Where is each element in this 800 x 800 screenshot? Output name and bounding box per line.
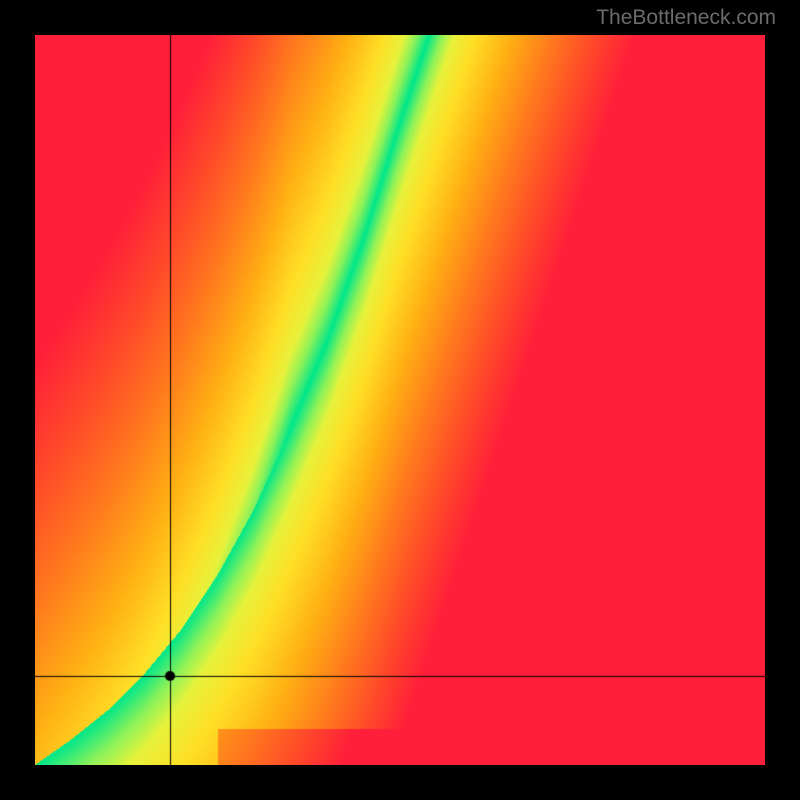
- watermark-text: TheBottleneck.com: [596, 6, 776, 30]
- heatmap-canvas: [35, 35, 765, 765]
- bottleneck-heatmap: [35, 35, 765, 765]
